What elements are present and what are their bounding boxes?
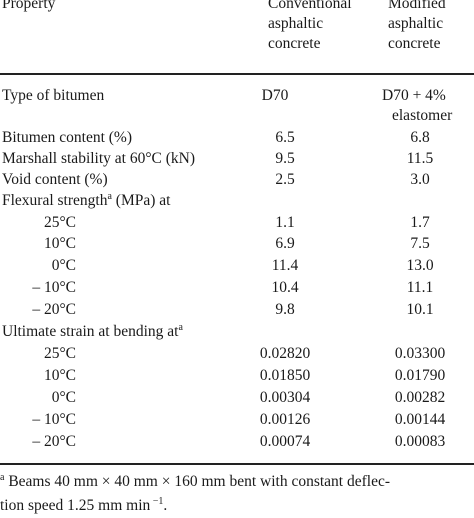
value-modified: D70 + 4%	[382, 87, 446, 104]
row-label: Ultimate strain at bending ata	[2, 321, 183, 343]
row-label: Flexural strengtha (MPa) at	[2, 190, 170, 212]
footnote-text: tion speed 1.25 mm min	[0, 497, 151, 514]
row-label: Type of bitumen	[2, 87, 105, 104]
value-modified: 13.0	[406, 257, 434, 274]
value-conventional: 10.4	[271, 279, 299, 296]
header-conventional-line2: asphaltic	[268, 15, 324, 32]
value-modified: 1.7	[410, 214, 430, 231]
header-modified: Modified asphaltic concrete	[388, 0, 474, 54]
row-label: 25°C	[43, 214, 76, 231]
section-heading-flexural: Flexural strengtha (MPa) at	[0, 190, 474, 212]
row-label-tail: (MPa) at	[111, 192, 171, 209]
row-label: Marshall stability at 60°C (kN)	[2, 150, 196, 167]
table-row: Type of bitumen D70 D70 + 4%	[0, 85, 474, 107]
row-label: 10°C	[43, 367, 76, 384]
table-row: – 10°C 10.4 11.1	[0, 277, 474, 299]
row-label: – 20°C	[32, 301, 76, 318]
footer-rule	[0, 463, 474, 465]
value-conventional: 9.5	[275, 150, 295, 167]
row-label-text: Ultimate strain at bending at	[2, 323, 179, 340]
row-label: Bitumen content (%)	[2, 129, 132, 146]
footnote-text-end: .	[163, 497, 168, 514]
header-conventional-line3: concrete	[268, 35, 321, 52]
table-row: 10°C 0.01850 0.01790	[0, 365, 474, 387]
table-row: 10°C 6.9 7.5	[0, 233, 474, 255]
footnote-line1: a Beams 40 mm × 40 mm × 160 mm bent with…	[0, 470, 474, 494]
row-label: Void content (%)	[2, 171, 108, 188]
value-modified: 0.03300	[394, 345, 446, 362]
value-conventional: 1.1	[275, 214, 295, 231]
value-conventional: 6.9	[275, 235, 295, 252]
header-rule	[0, 73, 474, 75]
value-conventional: 0.00074	[259, 433, 311, 450]
value-modified: 10.1	[406, 301, 434, 318]
row-label: – 10°C	[32, 411, 76, 428]
footnote-exponent: −1	[150, 495, 164, 507]
footnote-text: Beams 40 mm × 40 mm × 160 mm bent with c…	[4, 473, 391, 490]
table-row: Void content (%) 2.5 3.0	[0, 169, 474, 191]
value-modified: 3.0	[410, 171, 430, 188]
footnote-marker: a	[0, 471, 5, 483]
value-modified: 6.8	[410, 129, 430, 146]
table-row: 0°C 11.4 13.0	[0, 255, 474, 277]
footnote-marker: a	[178, 321, 183, 333]
value-conventional: 0.00126	[259, 411, 311, 428]
value-conventional: D70	[261, 87, 289, 104]
value-conventional: 0.00304	[259, 389, 311, 406]
value-modified: 0.00282	[394, 389, 446, 406]
header-modified-line1: Modified	[388, 0, 446, 12]
value-modified: 11.5	[406, 150, 434, 167]
section-heading-strain: Ultimate strain at bending ata	[0, 321, 474, 343]
value-conventional: 9.8	[275, 301, 295, 318]
value-modified: 11.1	[406, 279, 434, 296]
table-row: Bitumen content (%) 6.5 6.8	[0, 127, 474, 149]
table-footnote: a Beams 40 mm × 40 mm × 160 mm bent with…	[0, 470, 474, 518]
row-label-text: Flexural strength	[2, 192, 108, 209]
row-label: – 10°C	[32, 279, 76, 296]
row-label: 0°C	[51, 257, 76, 274]
footnote-line2: tion speed 1.25 mm min −1.	[0, 494, 474, 518]
table-row: – 20°C 0.00074 0.00083	[0, 431, 474, 453]
header-conventional-line1: Conventional	[268, 0, 352, 12]
row-label: – 20°C	[32, 433, 76, 450]
row-label: 0°C	[51, 389, 76, 406]
table-row: – 20°C 9.8 10.1	[0, 299, 474, 321]
value-modified: 0.00144	[394, 411, 446, 428]
value-conventional: 11.4	[271, 257, 299, 274]
row-label: 10°C	[43, 235, 76, 252]
value-conventional: 6.5	[275, 129, 295, 146]
row-label: 25°C	[43, 345, 76, 362]
table-row: Marshall stability at 60°C (kN) 9.5 11.5	[0, 148, 474, 170]
value-conventional: 2.5	[275, 171, 295, 188]
value-modified: 7.5	[410, 235, 430, 252]
table-row: 25°C 0.02820 0.03300	[0, 343, 474, 365]
header-modified-line3: concrete	[388, 35, 441, 52]
table-row: 25°C 1.1 1.7	[0, 212, 474, 234]
header-property: Property	[2, 0, 56, 12]
header-modified-line2: asphaltic	[388, 15, 444, 32]
header-conventional: Conventional asphaltic concrete	[268, 0, 368, 54]
table-row: – 10°C 0.00126 0.00144	[0, 409, 474, 431]
table-row-continuation: elastomer	[0, 105, 474, 127]
value-modified: 0.00083	[394, 433, 446, 450]
value-conventional: 0.01850	[259, 367, 311, 384]
value-conventional: 0.02820	[259, 345, 311, 362]
table-row: 0°C 0.00304 0.00282	[0, 387, 474, 409]
value-modified-continuation: elastomer	[392, 107, 453, 124]
footnote-marker: a	[107, 190, 112, 202]
value-modified: 0.01790	[394, 367, 446, 384]
